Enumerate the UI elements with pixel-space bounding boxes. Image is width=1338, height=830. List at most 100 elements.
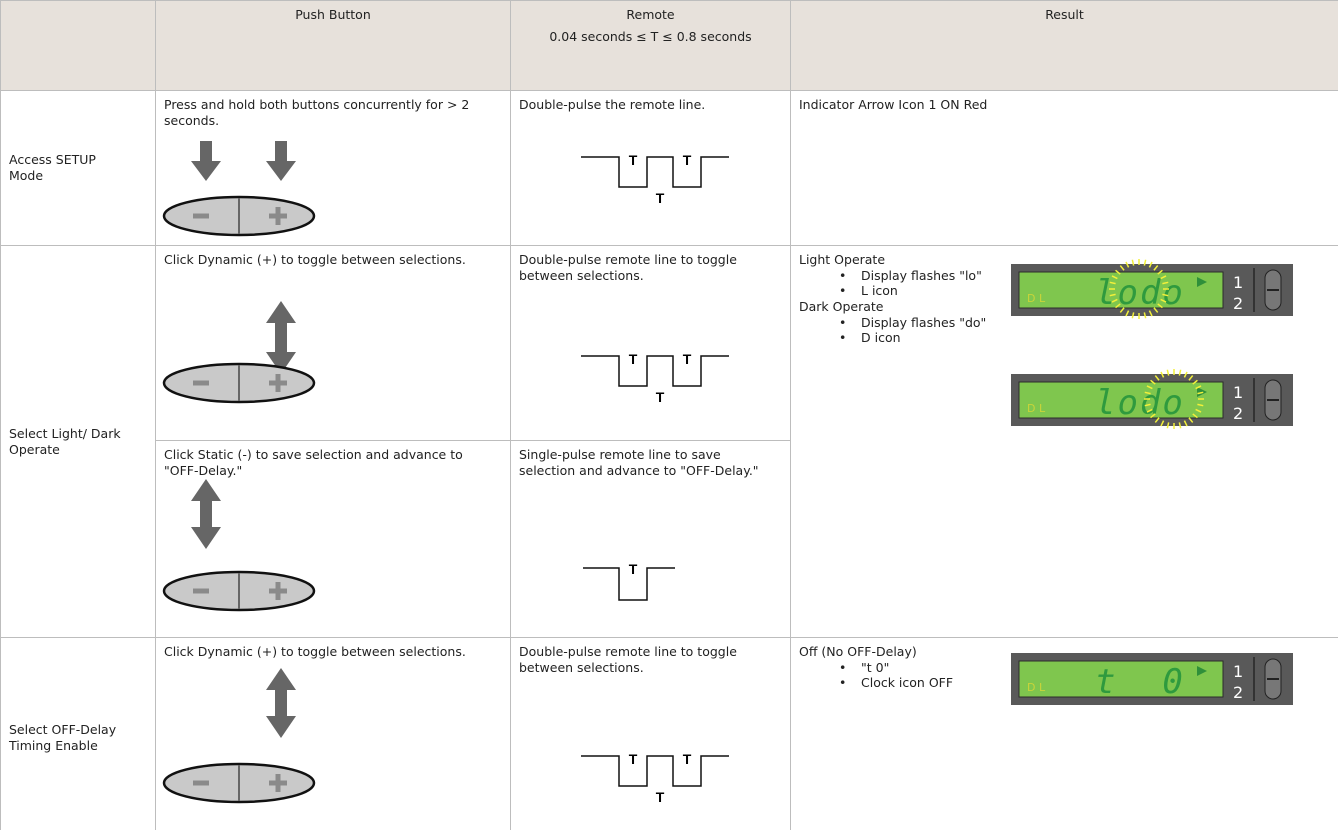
push-text: Press and hold both buttons concurrently… (164, 97, 470, 128)
lcd-icons: D L (1027, 402, 1046, 415)
cell-art: T (583, 561, 675, 601)
cell-art: T T T (581, 751, 729, 805)
bullet-text: Display flashes "lo" (861, 267, 982, 283)
bullet-item: • Display flashes "lo" (839, 267, 982, 283)
bullet-text: D icon (861, 330, 901, 346)
button-icon (162, 762, 316, 804)
result-title: Dark Operate (799, 298, 884, 314)
header-text: Push Button (295, 7, 371, 22)
table-cell: Double-pulse remote line to toggle betwe… (510, 637, 791, 830)
header-cell (0, 0, 156, 91)
flash-rays (1144, 369, 1204, 429)
header-cell: Push Button (155, 0, 511, 91)
flash-rays (1109, 259, 1169, 319)
pulse-label: T (656, 190, 665, 206)
header-text: Result (1045, 7, 1084, 22)
cell-art (162, 668, 316, 804)
bullet-text: Display flashes "do" (861, 314, 987, 330)
result-title: Light Operate (799, 252, 886, 267)
table-row: Access SETUP Mode Press and hold both bu… (0, 90, 1338, 246)
header-subtext: 0.04 seconds ≤ T ≤ 0.8 seconds (549, 28, 752, 44)
lcd-digits: t 0 (1095, 662, 1185, 702)
remote-text: Single-pulse remote line to save selecti… (519, 447, 759, 478)
lcd-digits: lodo (1095, 273, 1185, 313)
result-cell: Off (No OFF-Delay) • "t 0" • Clock icon OFF … (790, 637, 1338, 830)
lcd-digits: lodo (1095, 383, 1185, 423)
bullet-text: Clock icon OFF (861, 675, 954, 691)
lcd-channel: 1 (1233, 662, 1243, 681)
pulse-line (581, 755, 729, 787)
double-arrow-icon (191, 479, 221, 549)
pulse-label: T (683, 751, 692, 767)
push-text: Click Dynamic (+) to toggle between sele… (164, 252, 466, 267)
lcd-channel: 1 (1233, 383, 1243, 402)
lcd-display: D L t 0 1 2 (1011, 653, 1293, 705)
row-label-cell: Access SETUP Mode (0, 90, 156, 246)
result-cell: Light Operate • Display flashes "lo" • L ico… (790, 245, 1338, 638)
row-label-cell: Select Light/ Dark Operate (0, 245, 156, 638)
double-arrow-icon (266, 668, 296, 738)
pulse-line (581, 355, 729, 387)
row-label: Access SETUP Mode (9, 152, 96, 183)
table-cell: Click Dynamic (+) to toggle between sele… (155, 637, 511, 830)
header-row: Push Button Remote 0.04 seconds ≤ T ≤ 0.8… (0, 0, 1338, 91)
cell-art: D L t 0 1 2 (1011, 653, 1293, 705)
row-label: Select OFF-Delay Timing Enable (9, 721, 117, 753)
table-cell: Double-pulse the remote line. T T T (510, 90, 791, 246)
lcd-icons: D L (1027, 681, 1046, 694)
pulse-label: T (629, 751, 638, 767)
row-label: Select Light/ Dark Operate (9, 425, 121, 457)
pulse-label: T (629, 152, 638, 168)
lcd-channel: 1 (1233, 273, 1243, 292)
remote-text: Double-pulse the remote line. (519, 97, 706, 112)
arrow-icon (191, 141, 221, 181)
pulse-label: T (683, 351, 692, 367)
bullet-text: "t 0" (861, 659, 890, 675)
push-text: Click Dynamic (+) to toggle between sele… (164, 644, 466, 659)
result-title: Off (No OFF-Delay) (799, 644, 917, 659)
bullet-text: L icon (861, 283, 898, 299)
button-icon (162, 195, 316, 237)
pulse-line (583, 567, 675, 601)
cell-art: T T T (581, 152, 729, 206)
bullet-item: • "t 0" (839, 659, 890, 675)
lcd-channel: 2 (1233, 404, 1243, 423)
bullet-item: • D icon (839, 330, 901, 346)
table-cell: Press and hold both buttons concurrently… (155, 90, 511, 246)
header-text: Remote (626, 7, 675, 22)
lcd-display: D L lodo 1 2 (1011, 369, 1293, 429)
pulse-label: T (629, 561, 638, 577)
header-cell: Result (790, 0, 1338, 91)
pulse-label: T (629, 351, 638, 367)
bullet-item: • Display flashes "do" (839, 314, 987, 330)
lcd-channel: 2 (1233, 683, 1243, 702)
result-cell: Indicator Arrow Icon 1 ON Red (790, 90, 1338, 246)
cell-art (162, 301, 316, 404)
pulse-label: T (656, 789, 665, 805)
table-cell: Double-pulse remote line to toggle betwe… (510, 245, 791, 441)
bullet-item: • L icon (839, 283, 898, 299)
result-title: Indicator Arrow Icon 1 ON Red (799, 97, 988, 112)
double-arrow-icon (266, 301, 296, 374)
lcd-icons: D L (1027, 292, 1046, 305)
cell-art (162, 479, 316, 612)
row-label-cell: Select OFF-Delay Timing Enable (0, 637, 156, 830)
remote-text: Double-pulse remote line to toggle betwe… (519, 252, 737, 283)
table-row: Select Light/ Dark Operate Click Dynamic… (0, 245, 1338, 638)
button-icon (162, 362, 316, 404)
table-cell: Click Dynamic (+) to toggle between sele… (155, 245, 511, 441)
pulse-label: T (683, 152, 692, 168)
button-icon (162, 570, 316, 612)
remote-text: Double-pulse remote line to toggle betwe… (519, 644, 737, 675)
bullet-item: • Clock icon OFF (839, 675, 954, 691)
table-row: Click Static (-) to save selection and a… (1, 440, 1338, 638)
table-cell: Click Static (-) to save selection and a… (155, 440, 511, 638)
cell-art: D L lodo 1 2 D L lodo 1 2 (1011, 259, 1293, 429)
arrow-icon (266, 141, 296, 181)
pulse-label: T (656, 389, 665, 405)
header-cell: Remote 0.04 seconds ≤ T ≤ 0.8 seconds (510, 0, 791, 91)
table-row: Select OFF-Delay Timing Enable Click Dyn… (0, 637, 1338, 830)
